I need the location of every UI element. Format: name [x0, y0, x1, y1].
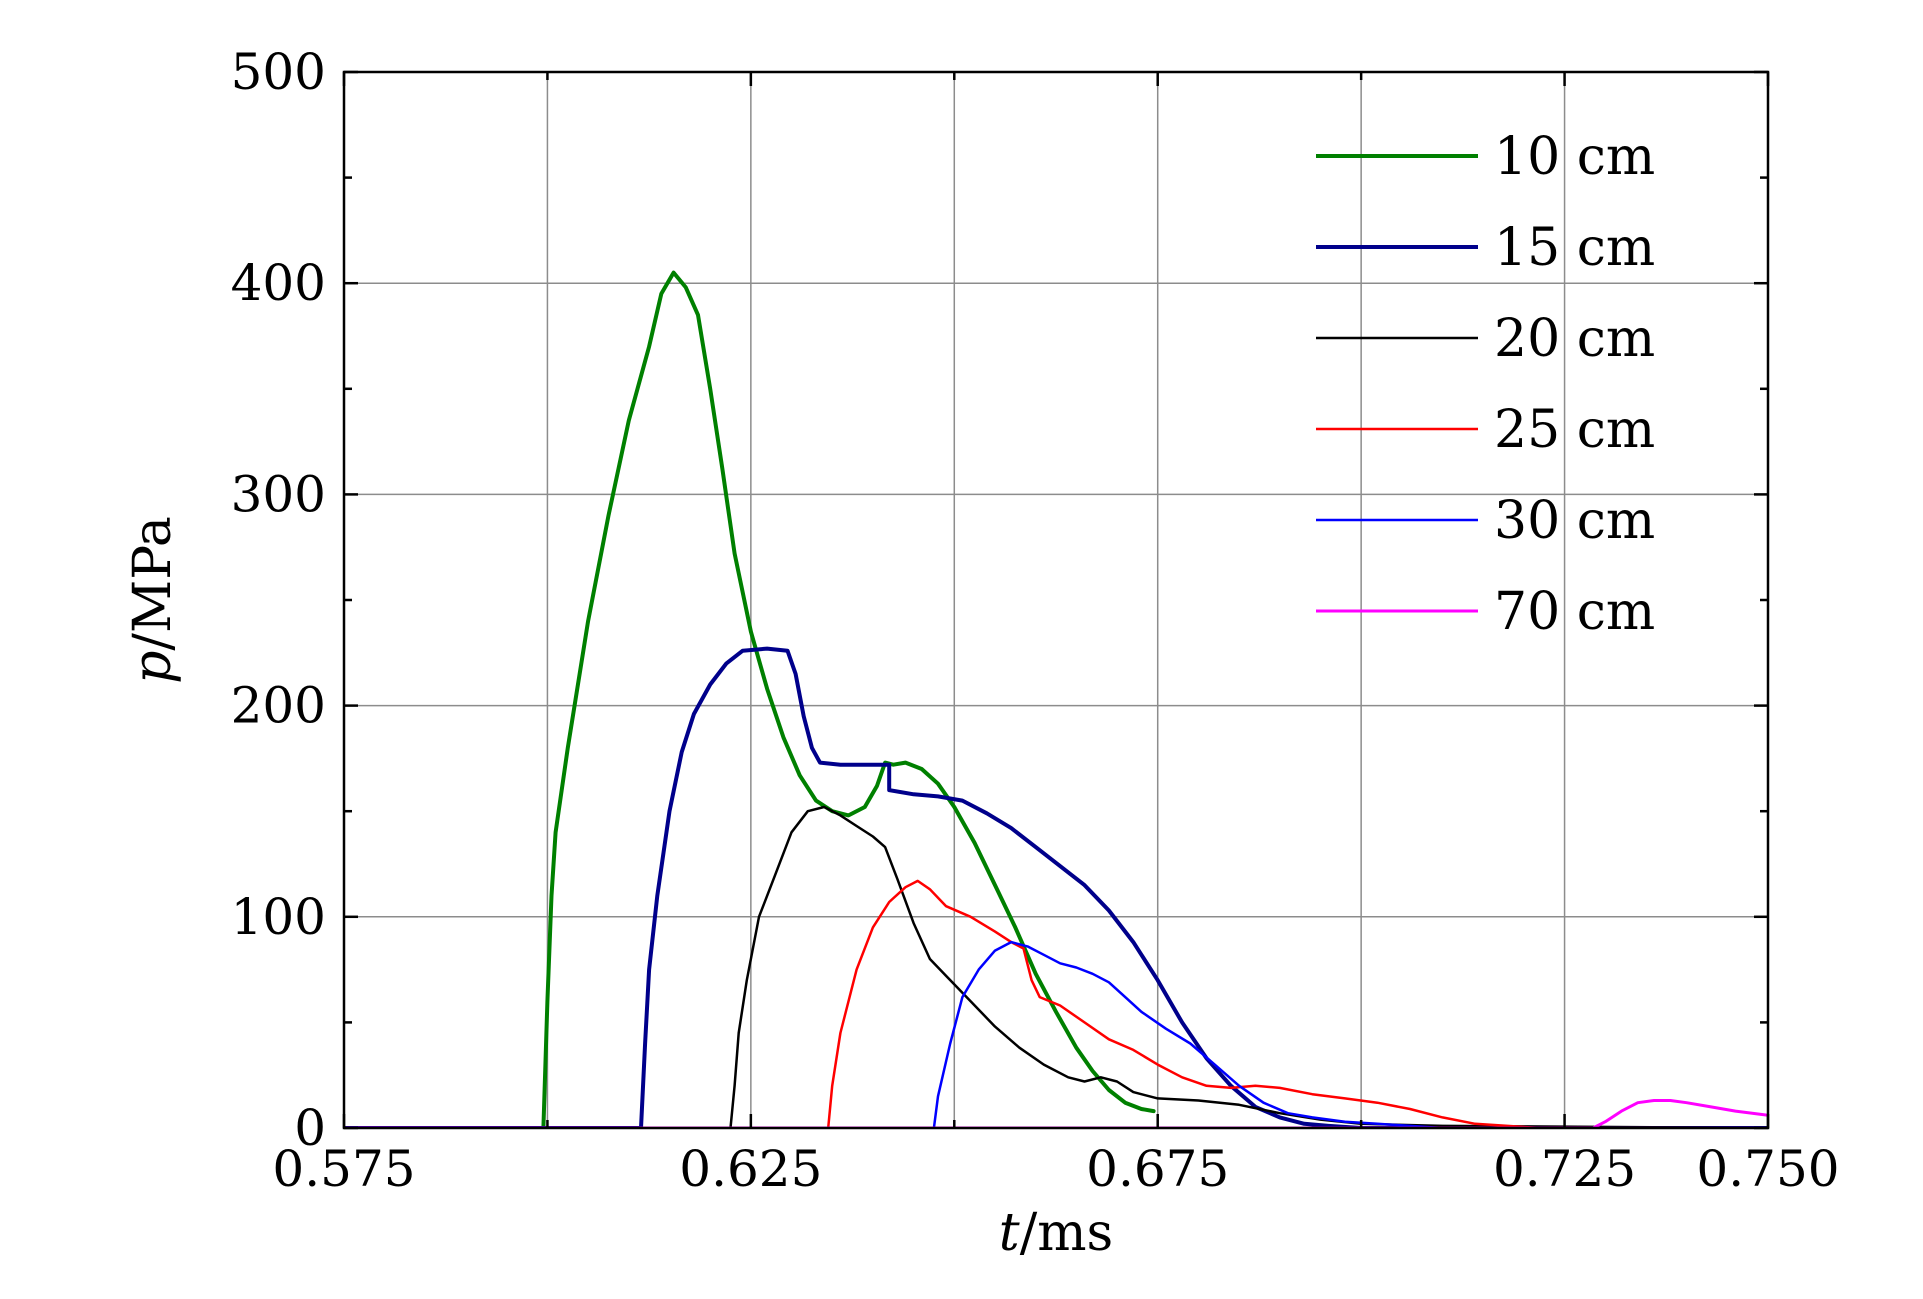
- x-axis-unit: /ms: [1020, 1203, 1114, 1263]
- legend-label-25-cm: 25 cm: [1494, 400, 1655, 460]
- y-axis-variable: p: [123, 651, 183, 684]
- legend: 10 cm 15 cm 20 cm 25 cm 30 cm 70 cm: [1316, 127, 1655, 642]
- x-axis-variable: t: [999, 1203, 1020, 1263]
- y-tick-label: 300: [231, 465, 326, 523]
- y-tick-labels: 0 100 200 300 400 500: [231, 43, 326, 1157]
- x-tick-label: 0.625: [679, 1140, 822, 1198]
- legend-label-30-cm: 30 cm: [1494, 491, 1655, 551]
- series-line-30-cm: [344, 940, 1768, 1128]
- x-tick-label: 0.675: [1086, 1140, 1229, 1198]
- series-line-20-cm: [344, 805, 1768, 1128]
- y-axis-title: p/MPa: [123, 516, 183, 684]
- plot-series: [344, 270, 1768, 1128]
- y-tick-label: 100: [231, 888, 326, 946]
- legend-label-15-cm: 15 cm: [1494, 218, 1655, 278]
- axis-ticks: [342, 70, 1770, 1130]
- x-tick-label: 0.575: [272, 1140, 415, 1198]
- grid-lines: [344, 72, 1768, 1128]
- y-tick-label: 0: [294, 1099, 326, 1157]
- x-tick-label: 0.725: [1493, 1140, 1636, 1198]
- y-axis-unit: /MPa: [123, 516, 183, 650]
- legend-label-20-cm: 20 cm: [1494, 309, 1655, 369]
- series-line-70-cm: [344, 1099, 1768, 1128]
- x-tick-labels: 0.575 0.625 0.675 0.725 0.750: [272, 1140, 1839, 1198]
- y-tick-label: 500: [231, 43, 326, 101]
- legend-label-70-cm: 70 cm: [1494, 582, 1655, 642]
- x-tick-label: 0.750: [1696, 1140, 1839, 1198]
- legend-label-10-cm: 10 cm: [1494, 127, 1655, 187]
- x-axis-title: t/ms: [999, 1203, 1113, 1263]
- y-tick-label: 200: [231, 677, 326, 735]
- series-line-15-cm: [344, 646, 1768, 1128]
- series-line-25-cm: [344, 879, 1768, 1128]
- series-line-10-cm: [344, 270, 1156, 1128]
- y-tick-label: 400: [231, 254, 326, 312]
